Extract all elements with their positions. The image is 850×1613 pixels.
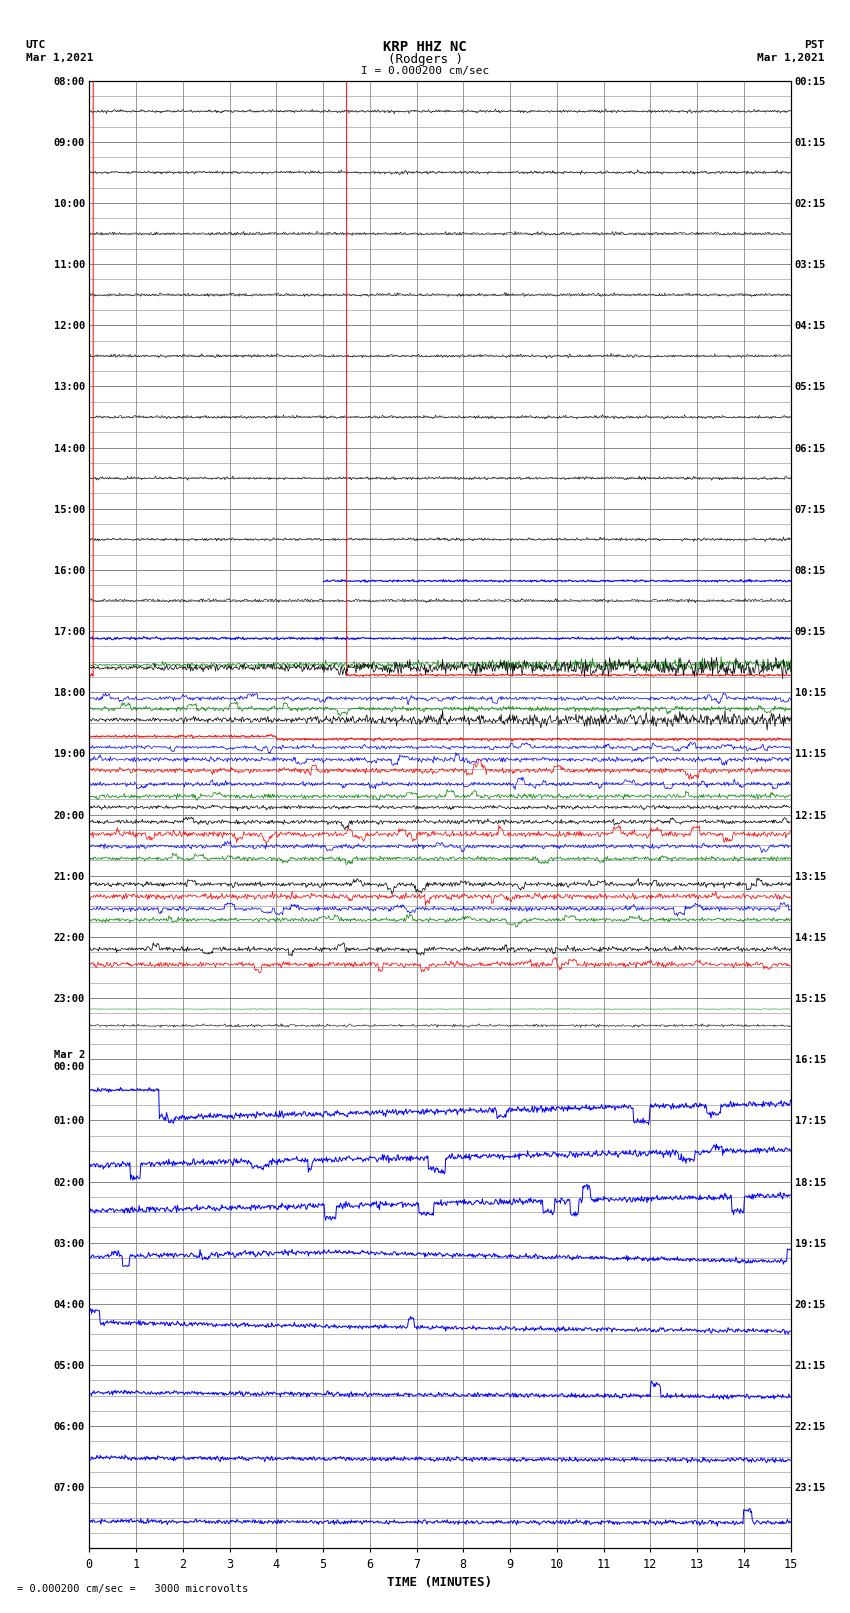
Text: = 0.000200 cm/sec =   3000 microvolts: = 0.000200 cm/sec = 3000 microvolts bbox=[17, 1584, 248, 1594]
X-axis label: TIME (MINUTES): TIME (MINUTES) bbox=[388, 1576, 492, 1589]
Text: (Rodgers ): (Rodgers ) bbox=[388, 53, 462, 66]
Text: KRP HHZ NC: KRP HHZ NC bbox=[383, 40, 467, 55]
Text: Mar 1,2021: Mar 1,2021 bbox=[757, 53, 824, 63]
Text: PST: PST bbox=[804, 40, 824, 50]
Text: UTC: UTC bbox=[26, 40, 46, 50]
Text: I = 0.000200 cm/sec: I = 0.000200 cm/sec bbox=[361, 66, 489, 76]
Text: Mar 1,2021: Mar 1,2021 bbox=[26, 53, 93, 63]
